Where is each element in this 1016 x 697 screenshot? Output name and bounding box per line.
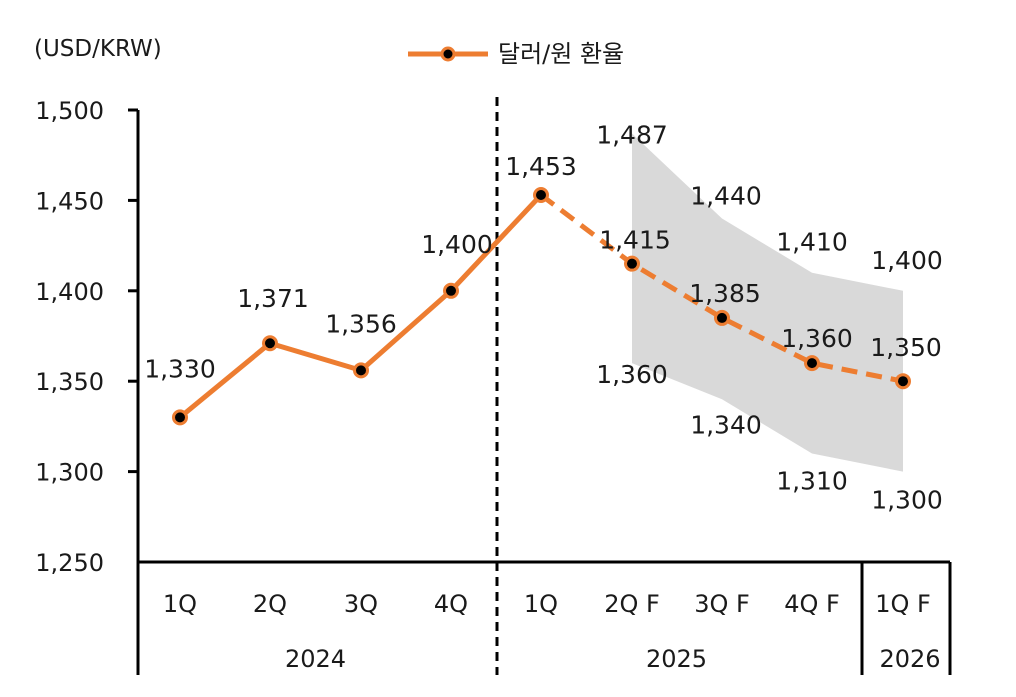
band-upper-label: 1,440 <box>690 181 762 210</box>
data-label: 1,400 <box>421 230 493 259</box>
series-line-layer <box>172 186 911 426</box>
y-tick-label: 1,450 <box>35 187 104 215</box>
data-label: 1,330 <box>144 354 216 383</box>
axes-layer: 1,500 1,450 1,400 1,350 1,300 1,250 1Q 2Q 3Q 4Q 1Q… <box>35 97 952 675</box>
data-point-marker <box>262 335 278 352</box>
x-year-label: 2026 <box>879 645 940 673</box>
y-tick-label: 1,350 <box>35 368 104 396</box>
data-label: 1,356 <box>325 309 397 338</box>
data-point-marker <box>624 255 640 272</box>
x-category-label: 4Q <box>434 590 468 618</box>
y-tick-label: 1,500 <box>35 97 104 125</box>
data-point-marker <box>172 409 188 426</box>
data-label: 1,350 <box>870 333 942 362</box>
band-lower-label: 1,310 <box>776 467 848 496</box>
legend: 달러/원 환율 <box>408 40 624 68</box>
band-lower-label: 1,340 <box>690 410 762 439</box>
labels-layer: 1,330 1,371 1,356 1,400 1,453 1,415 1,385 1,360… <box>144 121 943 515</box>
x-year-label: 2025 <box>646 645 707 673</box>
forecast-range-band-layer <box>632 133 903 472</box>
data-label: 1,453 <box>505 152 577 181</box>
data-label: 1,371 <box>237 284 309 313</box>
x-category-label: 1Q <box>163 590 197 618</box>
data-point-marker <box>533 186 549 203</box>
x-category-label: 3Q <box>344 590 378 618</box>
x-category-label: 1Q <box>524 590 558 618</box>
x-category-label: 2Q <box>253 590 287 618</box>
x-category-label: 3Q F <box>694 590 750 618</box>
x-category-label: 4Q F <box>784 590 840 618</box>
forecast-range-band <box>632 133 903 472</box>
band-upper-label: 1,400 <box>871 246 943 275</box>
data-point-marker <box>714 309 730 326</box>
band-lower-label: 1,300 <box>871 486 943 515</box>
y-unit-label: (USD/KRW) <box>34 36 162 62</box>
y-tick-label: 1,300 <box>35 459 104 487</box>
series-line-actual <box>178 193 543 420</box>
legend-marker-swatch <box>440 46 456 62</box>
band-lower-label: 1,360 <box>596 360 668 389</box>
data-label: 1,385 <box>689 279 761 308</box>
y-tick-label: 1,250 <box>35 549 104 577</box>
x-category-label: 2Q F <box>604 590 660 618</box>
data-point-marker <box>804 355 820 372</box>
data-point-marker <box>895 373 911 390</box>
data-point-marker <box>353 362 369 379</box>
data-point-marker <box>443 282 459 299</box>
band-upper-label: 1,410 <box>776 228 848 257</box>
y-tick-label: 1,400 <box>35 278 104 306</box>
legend-label: 달러/원 환율 <box>498 40 624 68</box>
x-category-label: 1Q F <box>875 590 931 618</box>
series-line-forecast <box>539 192 904 384</box>
data-label: 1,360 <box>781 324 853 353</box>
x-year-label: 2024 <box>285 645 346 673</box>
band-upper-label: 1,487 <box>596 121 668 150</box>
data-label: 1,415 <box>599 226 671 255</box>
